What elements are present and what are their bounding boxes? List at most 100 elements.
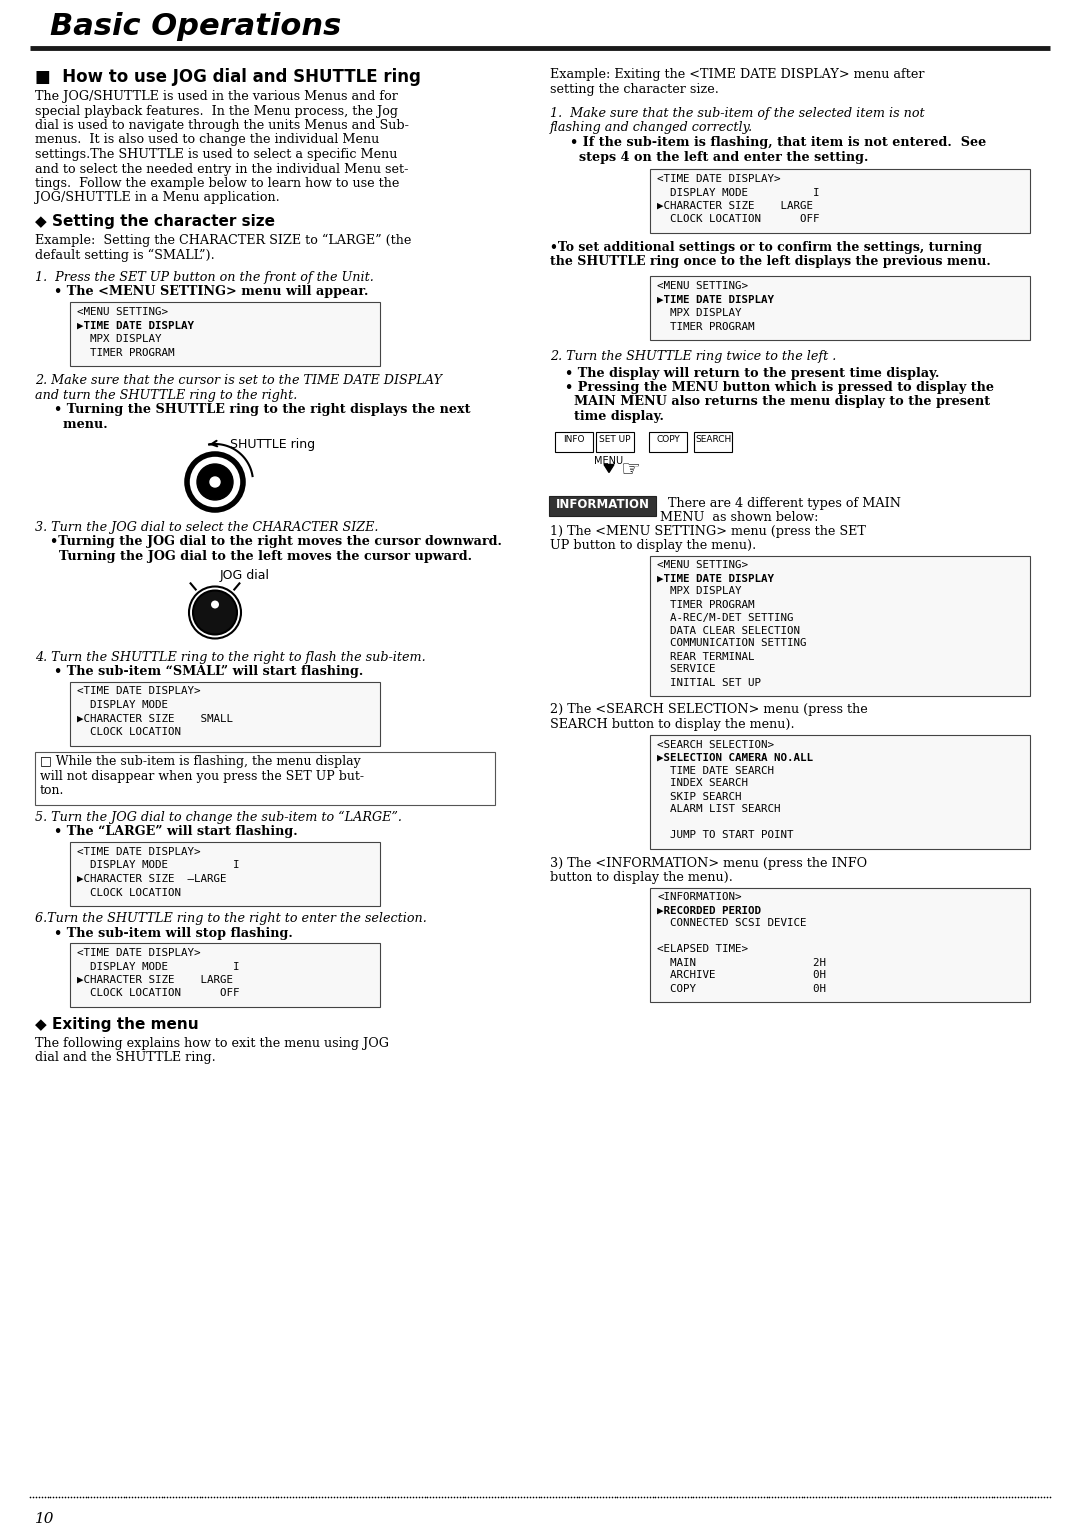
Text: ▶SELECTION CAMERA NO.ALL: ▶SELECTION CAMERA NO.ALL: [657, 752, 813, 762]
Text: DISPLAY MODE          I: DISPLAY MODE I: [77, 860, 240, 871]
Text: Example:  Setting the CHARACTER SIZE to “LARGE” (the: Example: Setting the CHARACTER SIZE to “…: [35, 234, 411, 248]
Text: SHUTTLE ring: SHUTTLE ring: [230, 439, 315, 451]
Circle shape: [193, 590, 237, 634]
Text: <SEARCH SELECTION>: <SEARCH SELECTION>: [657, 740, 774, 750]
Text: ▶TIME DATE DISPLAY: ▶TIME DATE DISPLAY: [77, 321, 194, 330]
Text: • The sub-item will stop flashing.: • The sub-item will stop flashing.: [54, 926, 293, 940]
Text: • The <MENU SETTING> menu will appear.: • The <MENU SETTING> menu will appear.: [54, 286, 368, 298]
FancyBboxPatch shape: [650, 735, 1030, 848]
FancyBboxPatch shape: [70, 943, 380, 1007]
Text: Example: Exiting the <TIME DATE DISPLAY> menu after: Example: Exiting the <TIME DATE DISPLAY>…: [550, 69, 924, 81]
Text: • If the sub-item is flashing, that item is not entered.  See: • If the sub-item is flashing, that item…: [570, 136, 986, 150]
Text: menus.  It is also used to change the individual Menu: menus. It is also used to change the ind…: [35, 133, 379, 147]
Circle shape: [197, 465, 233, 500]
Text: □ While the sub-item is flashing, the menu display: □ While the sub-item is flashing, the me…: [40, 755, 361, 769]
Text: SEARCH: SEARCH: [694, 434, 731, 443]
Text: MPX DISPLAY: MPX DISPLAY: [657, 587, 742, 596]
Text: ▶CHARACTER SIZE    LARGE: ▶CHARACTER SIZE LARGE: [657, 202, 813, 211]
Text: • Pressing the MENU button which is pressed to display the: • Pressing the MENU button which is pres…: [565, 380, 994, 394]
FancyBboxPatch shape: [70, 842, 380, 906]
Text: UP button to display the menu).: UP button to display the menu).: [550, 539, 756, 552]
Text: MPX DISPLAY: MPX DISPLAY: [77, 335, 162, 344]
Text: • The “LARGE” will start flashing.: • The “LARGE” will start flashing.: [54, 825, 298, 839]
Text: ▶CHARACTER SIZE  —LARGE: ▶CHARACTER SIZE —LARGE: [77, 874, 227, 885]
Text: 3. Turn the JOG dial to select the CHARACTER SIZE.: 3. Turn the JOG dial to select the CHARA…: [35, 521, 378, 533]
Text: CLOCK LOCATION      OFF: CLOCK LOCATION OFF: [77, 989, 240, 998]
Text: REAR TERMINAL: REAR TERMINAL: [657, 651, 755, 662]
Text: dial and the SHUTTLE ring.: dial and the SHUTTLE ring.: [35, 1051, 216, 1065]
Text: button to display the menu).: button to display the menu).: [550, 871, 733, 885]
FancyBboxPatch shape: [549, 495, 656, 515]
Text: ◆ Exiting the menu: ◆ Exiting the menu: [35, 1018, 199, 1031]
Text: the SHUTTLE ring once to the left displays the previous menu.: the SHUTTLE ring once to the left displa…: [550, 255, 990, 269]
Text: default setting is “SMALL”).: default setting is “SMALL”).: [35, 249, 215, 261]
Text: ▶TIME DATE DISPLAY: ▶TIME DATE DISPLAY: [657, 295, 774, 304]
Text: setting the character size.: setting the character size.: [550, 83, 719, 95]
Text: SEARCH button to display the menu).: SEARCH button to display the menu).: [550, 718, 795, 730]
Text: <INFORMATION>: <INFORMATION>: [657, 892, 742, 903]
Text: JOG/SHUTTLE in a Menu application.: JOG/SHUTTLE in a Menu application.: [35, 191, 280, 205]
Text: flashing and changed correctly.: flashing and changed correctly.: [550, 122, 753, 134]
Text: 2) The <SEARCH SELECTION> menu (press the: 2) The <SEARCH SELECTION> menu (press th…: [550, 703, 867, 717]
Text: and turn the SHUTTLE ring to the right.: and turn the SHUTTLE ring to the right.: [35, 388, 297, 402]
Circle shape: [211, 601, 219, 608]
Text: ☞: ☞: [620, 460, 640, 480]
Text: 2. Turn the SHUTTLE ring twice to the left .: 2. Turn the SHUTTLE ring twice to the le…: [550, 350, 836, 364]
Text: • The sub-item “SMALL” will start flashing.: • The sub-item “SMALL” will start flashi…: [54, 665, 363, 678]
Text: <TIME DATE DISPLAY>: <TIME DATE DISPLAY>: [77, 847, 201, 857]
Text: special playback features.  In the Menu process, the Jog: special playback features. In the Menu p…: [35, 104, 399, 118]
Text: time display.: time display.: [565, 410, 664, 423]
Text: ALARM LIST SEARCH: ALARM LIST SEARCH: [657, 805, 781, 814]
Text: SERVICE: SERVICE: [657, 665, 715, 674]
Text: CONNECTED SCSI DEVICE: CONNECTED SCSI DEVICE: [657, 918, 807, 929]
Text: DISPLAY MODE: DISPLAY MODE: [77, 700, 168, 711]
Text: CLOCK LOCATION      OFF: CLOCK LOCATION OFF: [657, 214, 820, 225]
FancyBboxPatch shape: [694, 431, 732, 451]
Text: <TIME DATE DISPLAY>: <TIME DATE DISPLAY>: [77, 947, 201, 958]
Text: SET UP: SET UP: [599, 434, 631, 443]
Text: ▶CHARACTER SIZE    LARGE: ▶CHARACTER SIZE LARGE: [77, 975, 233, 986]
Text: <MENU SETTING>: <MENU SETTING>: [657, 561, 748, 570]
Text: MAIN                  2H: MAIN 2H: [657, 958, 826, 967]
Text: ▶CHARACTER SIZE    SMALL: ▶CHARACTER SIZE SMALL: [77, 714, 233, 723]
Text: TIMER PROGRAM: TIMER PROGRAM: [657, 599, 755, 610]
Text: <MENU SETTING>: <MENU SETTING>: [77, 307, 168, 316]
Text: menu.: menu.: [54, 417, 108, 431]
Text: The following explains how to exit the menu using JOG: The following explains how to exit the m…: [35, 1038, 389, 1050]
Text: CLOCK LOCATION: CLOCK LOCATION: [77, 727, 181, 736]
Text: COMMUNICATION SETTING: COMMUNICATION SETTING: [657, 639, 807, 648]
Circle shape: [210, 477, 220, 487]
Text: 2. Make sure that the cursor is set to the TIME DATE DISPLAY: 2. Make sure that the cursor is set to t…: [35, 374, 442, 387]
Text: DISPLAY MODE          I: DISPLAY MODE I: [657, 188, 820, 197]
Text: • The display will return to the present time display.: • The display will return to the present…: [565, 367, 940, 379]
Text: 10: 10: [35, 1513, 54, 1526]
Text: • Turning the SHUTTLE ring to the right displays the next: • Turning the SHUTTLE ring to the right …: [54, 403, 471, 416]
Text: ▶TIME DATE DISPLAY: ▶TIME DATE DISPLAY: [657, 573, 774, 584]
Text: <TIME DATE DISPLAY>: <TIME DATE DISPLAY>: [77, 686, 201, 697]
Text: MENU: MENU: [594, 455, 623, 466]
Text: 3) The <INFORMATION> menu (press the INFO: 3) The <INFORMATION> menu (press the INF…: [550, 857, 867, 869]
FancyBboxPatch shape: [35, 752, 495, 805]
Text: •Turning the JOG dial to the right moves the cursor downward.: •Turning the JOG dial to the right moves…: [50, 535, 502, 549]
Text: TIMER PROGRAM: TIMER PROGRAM: [77, 347, 175, 358]
Text: <ELAPSED TIME>: <ELAPSED TIME>: [657, 944, 748, 955]
Text: <MENU SETTING>: <MENU SETTING>: [657, 281, 748, 290]
Text: INFO: INFO: [564, 434, 584, 443]
Text: <TIME DATE DISPLAY>: <TIME DATE DISPLAY>: [657, 174, 781, 183]
Text: Turning the JOG dial to the left moves the cursor upward.: Turning the JOG dial to the left moves t…: [50, 550, 472, 562]
Text: SKIP SEARCH: SKIP SEARCH: [657, 792, 742, 802]
Text: Basic Operations: Basic Operations: [50, 12, 341, 41]
Polygon shape: [604, 465, 615, 472]
Text: The JOG/SHUTTLE is used in the various Menus and for: The JOG/SHUTTLE is used in the various M…: [35, 90, 397, 102]
Text: settings.The SHUTTLE is used to select a specific Menu: settings.The SHUTTLE is used to select a…: [35, 148, 397, 160]
FancyBboxPatch shape: [650, 556, 1030, 695]
Text: 1) The <MENU SETTING> menu (press the SET: 1) The <MENU SETTING> menu (press the SE…: [550, 524, 866, 538]
Text: ▶RECORDED PERIOD: ▶RECORDED PERIOD: [657, 906, 761, 915]
Text: JOG dial: JOG dial: [220, 568, 270, 582]
Text: CLOCK LOCATION: CLOCK LOCATION: [77, 888, 181, 897]
Text: •To set additional settings or to confirm the settings, turning: •To set additional settings or to confir…: [550, 241, 982, 254]
Text: MENU  as shown below:: MENU as shown below:: [660, 510, 819, 524]
Text: ■  How to use JOG dial and SHUTTLE ring: ■ How to use JOG dial and SHUTTLE ring: [35, 69, 421, 86]
Text: 1.  Press the SET UP button on the front of the Unit.: 1. Press the SET UP button on the front …: [35, 270, 374, 284]
Text: MAIN MENU also returns the menu display to the present: MAIN MENU also returns the menu display …: [565, 396, 990, 408]
